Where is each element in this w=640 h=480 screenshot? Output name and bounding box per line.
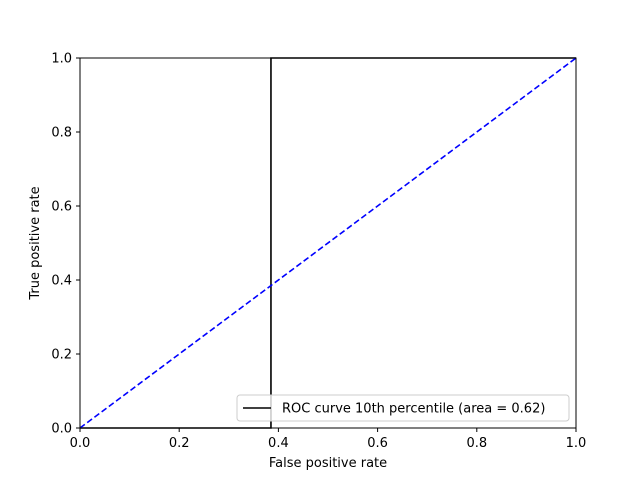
plot-frame bbox=[79, 57, 577, 429]
y-axis-ticks: 0.0 0.2 0.4 0.6 0.8 1.0 bbox=[51, 52, 80, 437]
y-tick-label: 0.0 bbox=[51, 422, 72, 437]
y-tick-label: 1.0 bbox=[51, 52, 72, 67]
x-axis-label: False positive rate bbox=[269, 456, 387, 471]
x-tick-label: 0.6 bbox=[367, 436, 388, 451]
legend: ROC curve 10th percentile (area = 0.62) bbox=[236, 394, 570, 422]
chance-diagonal-line bbox=[79, 57, 577, 429]
y-tick-label: 0.4 bbox=[51, 274, 72, 289]
x-tick-label: 0.0 bbox=[70, 436, 91, 451]
x-tick-label: 0.2 bbox=[169, 436, 190, 451]
x-tick-label: 0.8 bbox=[466, 436, 487, 451]
legend-box bbox=[236, 394, 570, 422]
y-tick-label: 0.8 bbox=[51, 126, 72, 141]
y-tick-label: 0.2 bbox=[51, 348, 72, 363]
y-tick-label: 0.6 bbox=[51, 200, 72, 215]
legend-label: ROC curve 10th percentile (area = 0.62) bbox=[282, 402, 545, 417]
x-tick-label: 0.4 bbox=[268, 436, 289, 451]
x-axis-ticks: 0.0 0.2 0.4 0.6 0.8 1.0 bbox=[70, 428, 587, 451]
x-tick-label: 1.0 bbox=[566, 436, 587, 451]
y-axis-label: True positive rate bbox=[28, 186, 43, 300]
